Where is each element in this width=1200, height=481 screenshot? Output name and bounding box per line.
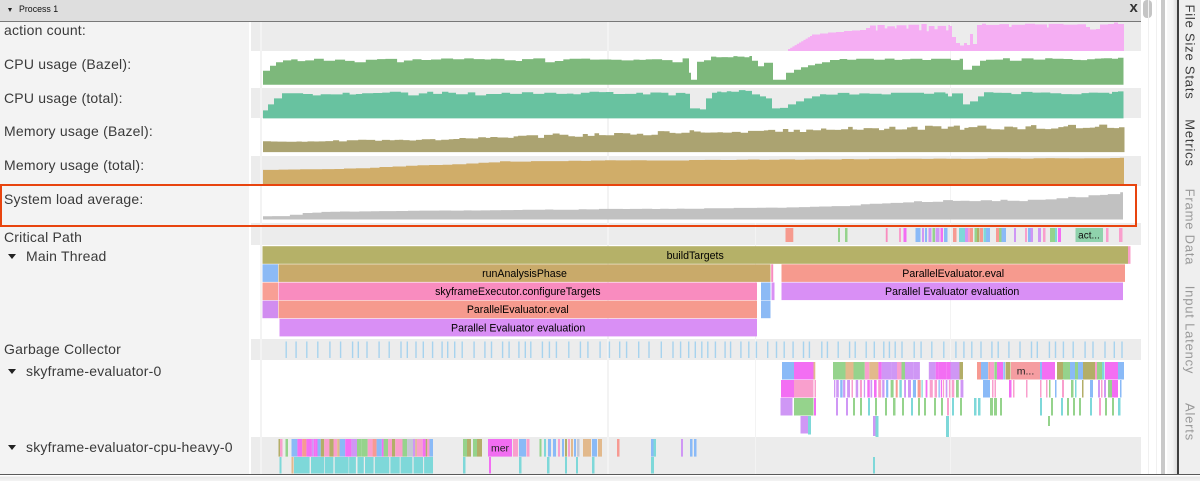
svg-text:ParallelEvaluator.eval: ParallelEvaluator.eval [467,304,569,316]
svg-text:act...: act... [1078,231,1100,242]
svg-text:buildTargets: buildTargets [667,250,724,262]
svg-text:runAnalysisPhase: runAnalysisPhase [482,268,567,280]
svg-text:Parallel Evaluator evaluation: Parallel Evaluator evaluation [451,322,585,334]
svg-text:mer: mer [491,443,510,455]
svg-text:m...: m... [1017,366,1035,378]
svg-text:Parallel Evaluator evaluation: Parallel Evaluator evaluation [885,286,1019,298]
svg-text:ParallelEvaluator.eval: ParallelEvaluator.eval [902,268,1004,280]
svg-text:skyframeExecutor.configureTarg: skyframeExecutor.configureTargets [435,286,600,298]
